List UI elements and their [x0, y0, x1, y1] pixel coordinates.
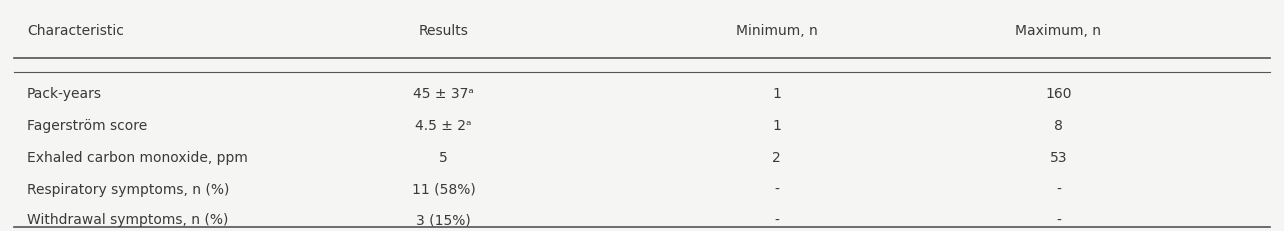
Text: 3 (15%): 3 (15%): [416, 213, 471, 228]
Text: 1: 1: [772, 119, 781, 133]
Text: Pack-years: Pack-years: [27, 87, 101, 101]
Text: Maximum, n: Maximum, n: [1016, 24, 1102, 38]
Text: -: -: [774, 183, 779, 197]
Text: 11 (58%): 11 (58%): [412, 183, 475, 197]
Text: Respiratory symptoms, n (%): Respiratory symptoms, n (%): [27, 183, 230, 197]
Text: 160: 160: [1045, 87, 1072, 101]
Text: Results: Results: [419, 24, 469, 38]
Text: -: -: [774, 213, 779, 228]
Text: 45 ± 37ᵃ: 45 ± 37ᵃ: [413, 87, 474, 101]
Text: -: -: [1055, 183, 1061, 197]
Text: Characteristic: Characteristic: [27, 24, 123, 38]
Text: 4.5 ± 2ᵃ: 4.5 ± 2ᵃ: [415, 119, 471, 133]
Text: 2: 2: [772, 151, 781, 165]
Text: 8: 8: [1054, 119, 1063, 133]
Text: Fagerström score: Fagerström score: [27, 119, 148, 133]
Text: Minimum, n: Minimum, n: [736, 24, 818, 38]
Text: Withdrawal symptoms, n (%): Withdrawal symptoms, n (%): [27, 213, 229, 228]
Text: 53: 53: [1049, 151, 1067, 165]
Text: 5: 5: [439, 151, 448, 165]
Text: Exhaled carbon monoxide, ppm: Exhaled carbon monoxide, ppm: [27, 151, 248, 165]
Text: -: -: [1055, 213, 1061, 228]
Text: 1: 1: [772, 87, 781, 101]
